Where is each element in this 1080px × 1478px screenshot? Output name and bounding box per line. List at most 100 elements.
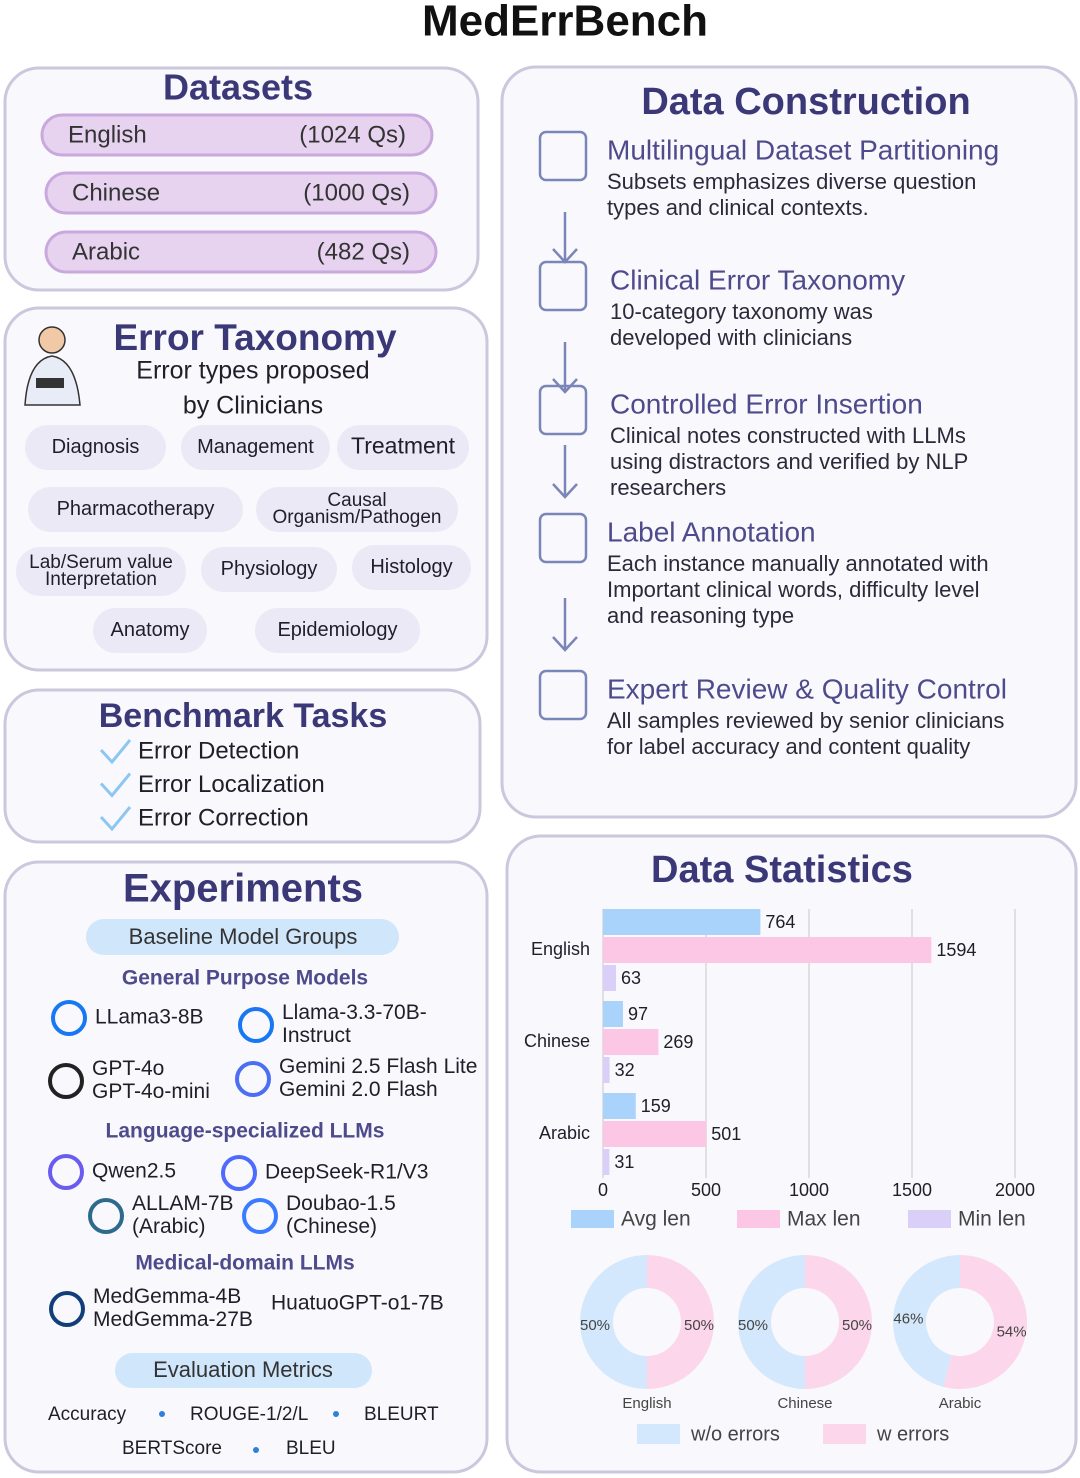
x-tick-label: 1000 xyxy=(789,1180,829,1200)
pill xyxy=(337,425,469,470)
taxonomy-category: Lab/Serum value xyxy=(29,552,173,573)
step-text: Important clinical words, difficulty lev… xyxy=(607,577,980,602)
pill xyxy=(44,171,438,215)
taxonomy-category: Organism/Pathogen xyxy=(273,507,442,528)
model-name: DeepSeek-R1/V3 xyxy=(265,1161,428,1184)
legend-swatch xyxy=(908,1210,951,1228)
x-tick-label: 500 xyxy=(691,1180,721,1200)
model-name: Qwen2.5 xyxy=(92,1160,176,1183)
data-label: 97 xyxy=(628,1004,648,1024)
metric: BERTScore xyxy=(122,1438,222,1459)
icon xyxy=(36,378,64,388)
step-text: 10-category taxonomy was xyxy=(610,299,873,324)
subtitle: Error types proposed xyxy=(136,357,369,385)
taxonomy-category: Pharmacotherapy xyxy=(57,498,215,520)
data-label: 50% xyxy=(738,1317,768,1334)
data-label: 63 xyxy=(621,968,641,988)
dataset-name: Chinese xyxy=(72,179,160,206)
donut-name: Arabic xyxy=(939,1395,982,1412)
section-box xyxy=(3,860,489,1474)
donut-slice xyxy=(580,1255,647,1389)
dataset-count: (1024 Qs) xyxy=(299,121,406,148)
donut-slice xyxy=(943,1255,1028,1389)
pill xyxy=(16,547,186,596)
pill xyxy=(93,608,207,653)
check-icon xyxy=(99,739,132,765)
step-text: All samples reviewed by senior clinician… xyxy=(607,708,1004,733)
taxonomy-category: Diagnosis xyxy=(52,436,140,458)
bar xyxy=(603,1093,636,1119)
section-box xyxy=(505,834,1078,1474)
step-icon xyxy=(538,384,588,436)
section-title: Data Construction xyxy=(641,81,970,123)
pill xyxy=(44,230,438,274)
model-name: Gemini 2.5 Flash Lite xyxy=(279,1055,477,1078)
step-text: Subsets emphasizes diverse question xyxy=(607,169,976,194)
model-icon xyxy=(238,1007,274,1043)
legend-swatch xyxy=(571,1210,614,1228)
bar xyxy=(603,1029,659,1055)
legend-label: w/o errors xyxy=(690,1423,780,1445)
pill xyxy=(25,425,166,470)
data-label: 269 xyxy=(663,1032,693,1052)
bar xyxy=(603,1121,707,1147)
data-label: 764 xyxy=(765,912,795,932)
metric: Accuracy xyxy=(48,1404,127,1425)
model-icon xyxy=(235,1061,271,1097)
legend-label: w errors xyxy=(876,1423,949,1445)
bar xyxy=(603,937,932,963)
group-label: Evaluation Metrics xyxy=(153,1357,333,1382)
bullet xyxy=(253,1447,259,1453)
task: Error Localization xyxy=(138,771,325,798)
section-title: Error Taxonomy xyxy=(113,317,396,358)
section-box xyxy=(3,688,482,844)
step-icon xyxy=(538,512,588,564)
step-text: and reasoning type xyxy=(607,603,794,628)
bar xyxy=(603,1057,610,1083)
section-box xyxy=(500,65,1078,819)
step-text: Each instance manually annotated with xyxy=(607,551,989,576)
arrow xyxy=(552,483,578,499)
pill xyxy=(28,487,243,532)
metric: BLEU xyxy=(286,1438,336,1459)
pill xyxy=(201,547,337,592)
section-title: Experiments xyxy=(123,867,363,911)
model-icon xyxy=(49,1291,85,1327)
model-name: Doubao-1.5 xyxy=(286,1192,396,1215)
step-title: Label Annotation xyxy=(607,516,816,547)
legend-label: Max len xyxy=(787,1208,861,1231)
model-name: MedGemma-4B xyxy=(93,1285,241,1308)
subtitle: by Clinicians xyxy=(183,392,323,420)
model-name: Llama-3.3-70B- xyxy=(282,1001,427,1024)
arrow xyxy=(552,378,578,394)
donut-name: English xyxy=(622,1395,671,1412)
legend-swatch xyxy=(823,1424,866,1444)
donut-slice xyxy=(805,1255,872,1389)
dataset-name: English xyxy=(68,121,147,148)
arrow xyxy=(552,636,578,652)
data-label: 50% xyxy=(684,1317,714,1334)
legend-label: Avg len xyxy=(621,1208,691,1231)
step-text: for label accuracy and content quality xyxy=(607,734,970,759)
step-title: Multilingual Dataset Partitioning xyxy=(607,134,999,165)
donut-slice xyxy=(893,1255,960,1387)
taxonomy-category: Interpretation xyxy=(45,569,157,590)
x-tick-label: 0 xyxy=(598,1180,608,1200)
model-group: Medical-domain LLMs xyxy=(135,1252,354,1275)
model-name: LLama3-8B xyxy=(95,1006,204,1029)
data-label: 54% xyxy=(997,1323,1027,1340)
pill xyxy=(86,919,399,955)
group-label: Baseline Model Groups xyxy=(129,924,358,949)
data-label: 501 xyxy=(711,1124,741,1144)
y-tick-label: English xyxy=(531,939,590,959)
legend-label: Min len xyxy=(958,1208,1026,1231)
task: Error Correction xyxy=(138,804,309,831)
section-title: Benchmark Tasks xyxy=(99,697,388,735)
model-name: HuatuoGPT-o1-7B xyxy=(271,1292,444,1315)
pill xyxy=(181,425,330,470)
model-icon xyxy=(48,1063,84,1099)
y-tick-label: Arabic xyxy=(539,1123,590,1143)
taxonomy-category: Management xyxy=(197,436,314,458)
step-text: using distractors and verified by NLP xyxy=(610,449,968,474)
